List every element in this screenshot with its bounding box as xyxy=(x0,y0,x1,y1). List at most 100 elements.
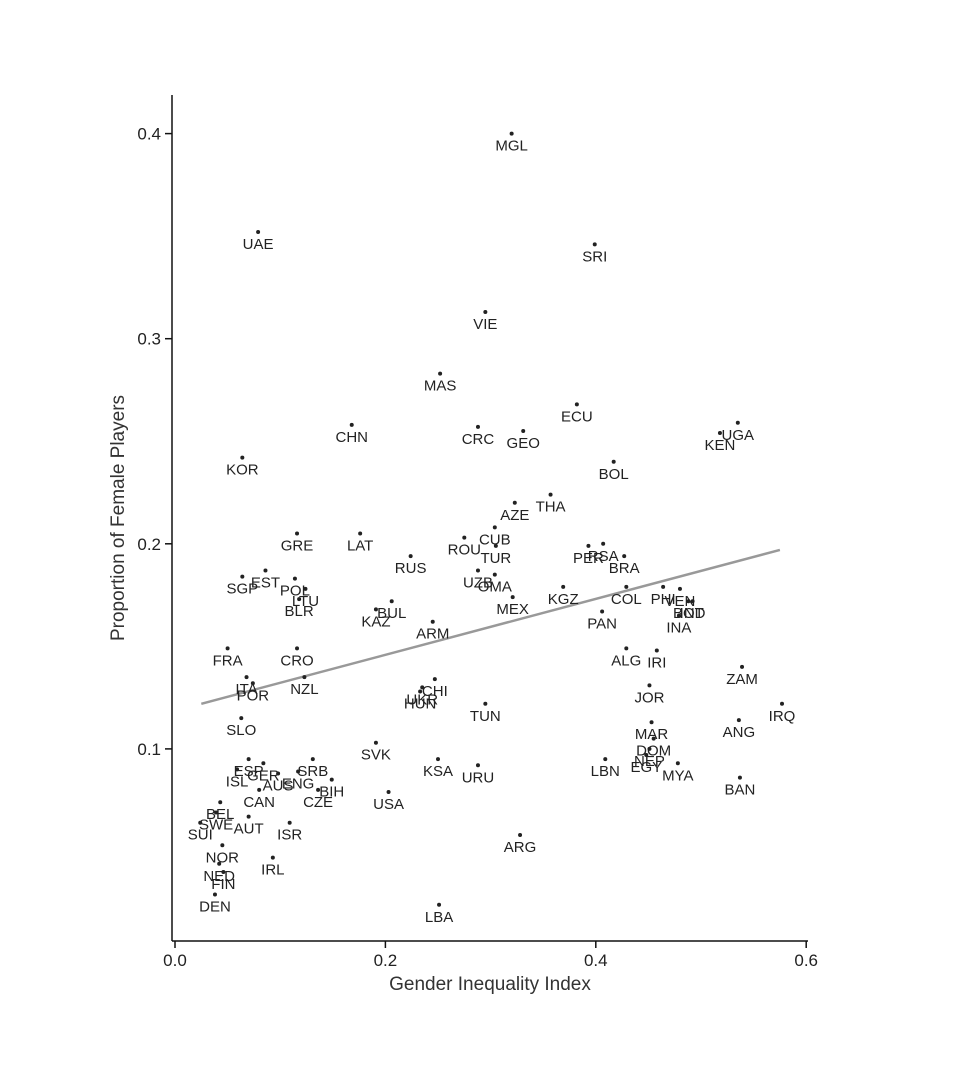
data-point-label: SUI xyxy=(188,827,213,844)
data-point-label: EST xyxy=(251,574,280,591)
data-point xyxy=(601,541,606,546)
data-point xyxy=(600,609,605,614)
data-point-label: BUL xyxy=(377,605,406,622)
data-point xyxy=(418,689,423,694)
data-point xyxy=(292,576,297,581)
data-point-label: SVK xyxy=(361,747,391,764)
data-point-label: ECU xyxy=(561,408,593,425)
data-point-label: ANG xyxy=(723,724,756,741)
data-point-label: ZAM xyxy=(726,671,758,688)
data-point-label: ISL xyxy=(226,773,249,790)
data-point xyxy=(740,664,745,669)
data-point xyxy=(430,619,435,624)
data-point-label: NED xyxy=(203,868,235,885)
data-point xyxy=(420,685,425,690)
data-point-label: TUR xyxy=(480,550,511,567)
data-point-label: CHN xyxy=(335,429,368,446)
data-point-label: INA xyxy=(666,620,691,637)
data-point xyxy=(358,531,363,536)
data-point xyxy=(276,771,281,776)
data-point xyxy=(675,761,680,766)
data-point xyxy=(246,757,251,762)
data-point xyxy=(214,810,219,815)
data-point xyxy=(297,597,302,602)
data-point xyxy=(198,820,203,825)
data-point-label: GEO xyxy=(507,435,540,452)
data-point xyxy=(592,242,597,247)
data-point-label: MYA xyxy=(662,767,693,784)
data-point xyxy=(647,746,652,751)
data-point xyxy=(603,757,608,762)
data-point xyxy=(475,568,480,573)
x-tick-label: 0.0 xyxy=(163,951,187,970)
data-point-label: HUN xyxy=(404,695,437,712)
data-point-label: OMA xyxy=(478,579,512,596)
data-point xyxy=(349,422,354,427)
data-point-label: DEN xyxy=(199,899,231,916)
data-point-label: EGY xyxy=(630,759,662,776)
y-tick-label: 0.4 xyxy=(137,125,161,144)
data-point xyxy=(235,767,240,772)
data-point-label: IND xyxy=(680,605,706,622)
data-point xyxy=(246,814,251,819)
data-point-label: TUN xyxy=(470,708,501,725)
data-point xyxy=(256,230,261,235)
y-tick-label: 0.1 xyxy=(137,740,161,759)
data-point xyxy=(492,525,497,530)
data-point-label: VIE xyxy=(473,316,497,333)
data-point xyxy=(717,431,722,436)
data-point xyxy=(295,531,300,536)
data-point-label: MAS xyxy=(424,378,457,395)
data-point-label: KAZ xyxy=(361,613,390,630)
data-point xyxy=(676,613,681,618)
data-point-label: ALG xyxy=(611,652,641,669)
x-tick-label: 0.2 xyxy=(374,951,398,970)
data-point xyxy=(437,902,442,907)
y-axis-title: Proportion of Female Players xyxy=(108,395,129,641)
data-point-label: CZE xyxy=(303,794,333,811)
data-point-label: IRI xyxy=(647,654,666,671)
data-point-label: URU xyxy=(462,769,495,786)
data-point xyxy=(512,500,517,505)
data-point xyxy=(263,568,268,573)
data-point-label: THA xyxy=(536,499,566,516)
data-point-label: USA xyxy=(373,796,404,813)
data-point xyxy=(432,677,437,682)
data-point-label: UKR xyxy=(406,691,438,708)
data-point-label: ESP xyxy=(234,763,264,780)
data-point-label: LBA xyxy=(425,909,453,926)
data-point xyxy=(316,787,321,792)
data-point-label: BOT xyxy=(673,605,704,622)
data-point-label: JOR xyxy=(634,689,664,706)
data-point-label: MAR xyxy=(635,726,669,743)
data-point-label: PAN xyxy=(587,615,617,632)
data-point-label: BOL xyxy=(599,466,629,483)
y-tick-label: 0.3 xyxy=(137,330,161,349)
data-point-label: RUS xyxy=(395,560,427,577)
data-point-label: CRO xyxy=(280,652,313,669)
x-tick-label: 0.6 xyxy=(794,951,818,970)
data-point xyxy=(462,535,467,540)
data-point-label: AUS xyxy=(263,778,294,795)
data-point xyxy=(686,599,691,604)
data-point-label: CAN xyxy=(243,794,275,811)
data-point-label: BIH xyxy=(319,784,344,801)
data-point xyxy=(624,646,629,651)
data-point xyxy=(295,646,300,651)
data-point xyxy=(611,459,616,464)
data-point xyxy=(217,861,222,866)
data-point xyxy=(329,777,334,782)
data-point-label: RSA xyxy=(588,548,619,565)
data-point xyxy=(257,787,262,792)
data-point-label: SRB xyxy=(297,763,328,780)
data-point xyxy=(586,543,591,548)
data-point-label: UAE xyxy=(243,236,274,253)
data-point xyxy=(780,701,785,706)
data-point xyxy=(622,554,627,559)
data-point-label: AUT xyxy=(234,821,264,838)
data-point-label: IRQ xyxy=(769,708,796,725)
data-point-label: GER xyxy=(247,767,280,784)
data-point xyxy=(483,310,488,315)
data-point-label: NZL xyxy=(290,681,318,698)
